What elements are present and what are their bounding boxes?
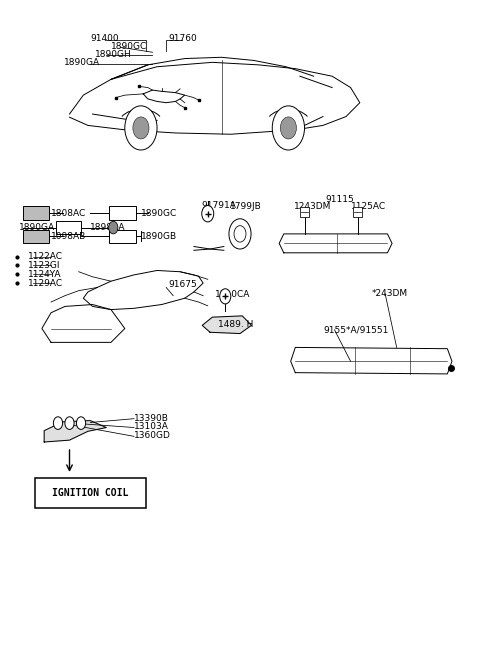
Text: 1129AC: 1129AC	[28, 279, 63, 288]
Text: 1898AA: 1898AA	[90, 223, 126, 232]
Text: 1808AC: 1808AC	[51, 208, 86, 217]
Bar	[56, 221, 81, 234]
Text: 1310CA: 1310CA	[215, 290, 250, 299]
Text: 1890GC: 1890GC	[141, 208, 177, 217]
Bar	[24, 230, 49, 242]
Circle shape	[108, 221, 118, 234]
Text: 1124YA: 1124YA	[28, 270, 61, 279]
Text: 91791A: 91791A	[201, 201, 236, 210]
Text: 1890GA: 1890GA	[64, 58, 100, 67]
Text: 1243DM: 1243DM	[294, 202, 332, 211]
Circle shape	[202, 206, 214, 222]
Bar	[353, 207, 362, 217]
Text: 1098AB: 1098AB	[51, 232, 86, 241]
Circle shape	[272, 106, 304, 150]
Bar	[24, 206, 49, 220]
Text: 1123GI: 1123GI	[28, 261, 60, 270]
Text: 91400: 91400	[90, 34, 119, 43]
Text: 91760: 91760	[168, 34, 197, 43]
Bar	[35, 478, 145, 509]
Text: IGNITION COIL: IGNITION COIL	[52, 488, 129, 498]
Text: 13103A: 13103A	[134, 422, 169, 432]
Circle shape	[76, 417, 85, 430]
Text: 1799JB: 1799JB	[230, 202, 262, 211]
Circle shape	[133, 117, 149, 139]
Circle shape	[125, 106, 157, 150]
Bar	[108, 206, 136, 220]
Circle shape	[220, 289, 231, 304]
Circle shape	[53, 417, 62, 430]
Circle shape	[65, 417, 74, 430]
Circle shape	[280, 117, 297, 139]
Text: 1890GC: 1890GC	[111, 42, 147, 51]
Text: 1890GH: 1890GH	[95, 50, 132, 58]
Bar	[108, 230, 136, 242]
Text: 1122AC: 1122AC	[28, 252, 63, 261]
Text: 1125AC: 1125AC	[350, 202, 386, 211]
Text: 9155*A/91551: 9155*A/91551	[323, 325, 388, 334]
Text: 1360GD: 1360GD	[134, 431, 171, 440]
Text: 1890GB: 1890GB	[141, 232, 177, 241]
Text: 1890GA: 1890GA	[19, 223, 55, 232]
Text: 13390B: 13390B	[134, 413, 169, 422]
Text: *243DM: *243DM	[372, 289, 408, 298]
Text: 1489. H: 1489. H	[218, 320, 254, 329]
Text: 91675: 91675	[168, 280, 197, 289]
Bar	[300, 207, 309, 217]
Polygon shape	[202, 316, 252, 334]
Text: 91115: 91115	[325, 194, 354, 204]
Polygon shape	[44, 420, 107, 442]
